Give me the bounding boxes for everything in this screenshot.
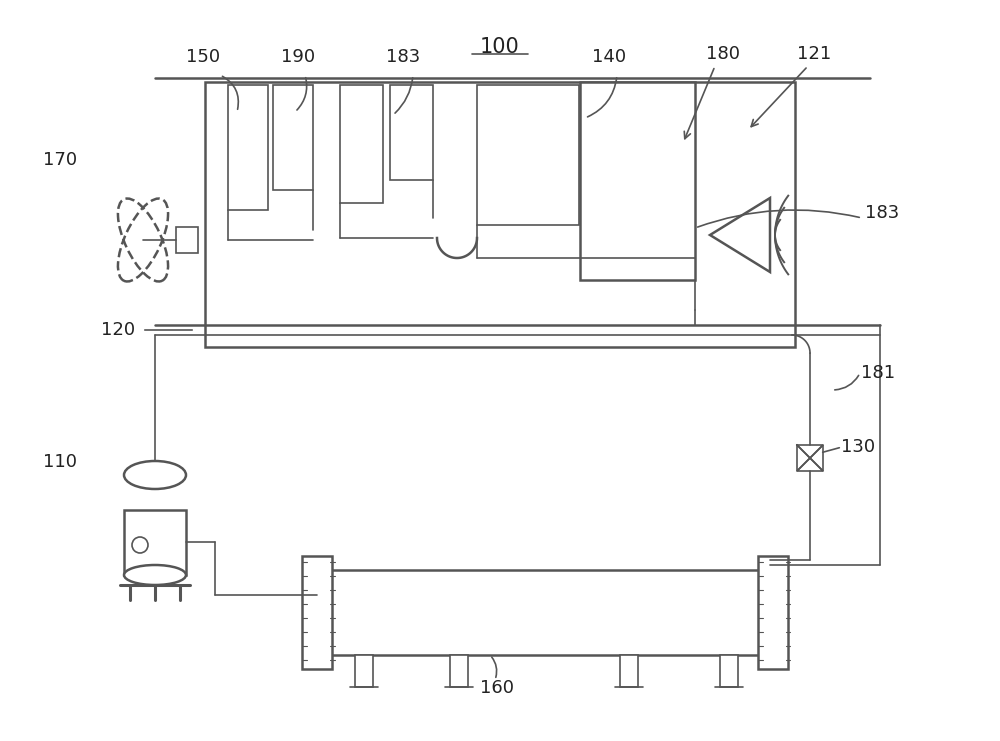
Bar (273, 85, 313, 190)
Text: 120: 120 (101, 321, 135, 339)
Bar (580, 82, 695, 280)
Polygon shape (810, 445, 823, 471)
Text: 150: 150 (186, 48, 220, 66)
Text: 160: 160 (480, 679, 514, 697)
Bar (330, 570, 760, 655)
Text: 140: 140 (592, 48, 626, 66)
Bar (620, 655, 638, 687)
Text: 130: 130 (841, 438, 875, 456)
Text: 190: 190 (281, 48, 315, 66)
Text: 110: 110 (43, 453, 77, 471)
Bar (340, 85, 383, 203)
Ellipse shape (124, 461, 186, 489)
Polygon shape (797, 445, 810, 471)
Bar (355, 655, 373, 687)
Bar (390, 85, 433, 180)
Text: 170: 170 (43, 151, 77, 169)
Text: 183: 183 (865, 204, 899, 222)
Text: 180: 180 (706, 45, 740, 63)
Bar (758, 556, 788, 669)
Bar (124, 510, 186, 575)
Bar (228, 85, 268, 210)
Bar (720, 655, 738, 687)
Text: 100: 100 (480, 37, 520, 57)
Bar (477, 85, 579, 225)
Ellipse shape (124, 565, 186, 585)
Bar (205, 82, 795, 347)
Bar (176, 227, 198, 253)
Text: 121: 121 (797, 45, 831, 63)
Bar (302, 556, 332, 669)
Text: 183: 183 (386, 48, 420, 66)
Text: 181: 181 (861, 364, 895, 382)
Polygon shape (710, 198, 770, 272)
Bar (450, 655, 468, 687)
